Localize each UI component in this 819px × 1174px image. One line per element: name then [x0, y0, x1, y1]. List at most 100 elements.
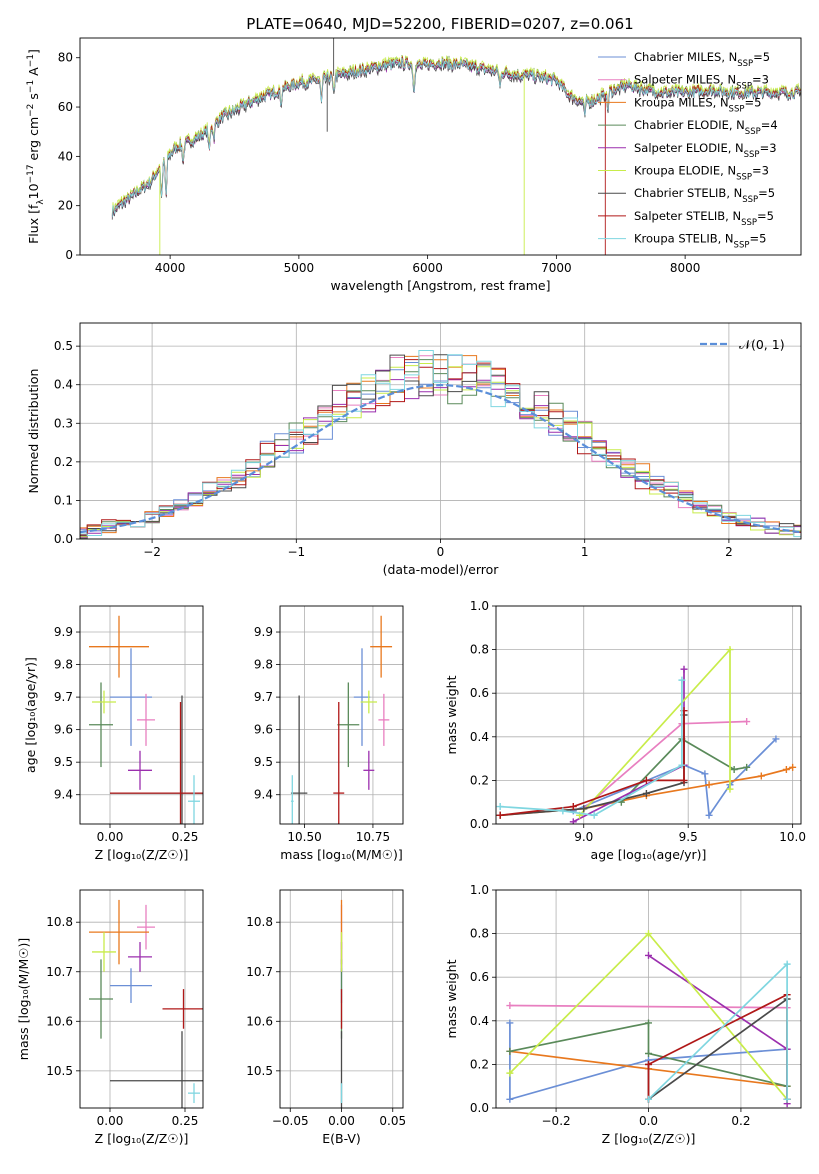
- legend-text: =5: [757, 209, 774, 223]
- weight_vs_Z-line-kroupa_stelib: [647, 962, 788, 1100]
- ylabel-part: A: [26, 67, 41, 80]
- weight_vs_Z-ytick-label: 0.0: [470, 1101, 489, 1115]
- weight_vs_Z-panel: −0.2 0.0 0.2 0.0 0.2 0.4 0.6 0.8 1.0 Z [log₁₀(Z/Z…: [444, 883, 802, 1146]
- spectrum-xtick-label: 5000: [284, 261, 315, 275]
- legend-text: Chabrier MILES, N: [634, 50, 737, 64]
- age_vs_Z-ytick-label: 9.8: [54, 658, 73, 672]
- weight_vs_age-point-kroupa_stelib: [559, 807, 567, 815]
- residuals-ytick-label: 0.4: [54, 378, 73, 392]
- mass_vs_Z-frame: [79, 889, 204, 1109]
- mass_vs_ebv-ytick-label: 10.7: [246, 965, 273, 979]
- weight_vs_Z-point-chabrier_elodie: [645, 1019, 652, 1027]
- residuals-xtick-label: 1: [581, 545, 589, 559]
- legend-entry-kroupa_elodie: Kroupa ELODIE, NSSP=3: [634, 164, 769, 183]
- legend-entry-kroupa_stelib: Kroupa STELIB, NSSP=5: [634, 232, 766, 251]
- mass_vs_Z-ytick-label: 10.5: [46, 1064, 73, 1078]
- mass_vs_Z-xtick-label: 0.25: [172, 1114, 199, 1128]
- mass_vs_ebv-xtick-label: 0.05: [379, 1114, 406, 1128]
- mass_vs_Z-xtick-label: 0.00: [97, 1114, 124, 1128]
- weight_vs_age-point-chabrier_elodie: [743, 763, 751, 771]
- spectrum-xlabel: wavelength [Angstrom, rest frame]: [330, 278, 550, 293]
- weight_vs_age-point-salpeter_stelib: [496, 811, 504, 819]
- legend-entry-chabrier_elodie: Chabrier ELODIE, NSSP=4: [634, 118, 778, 137]
- weight_vs_Z-ytick-label: 0.6: [470, 970, 489, 984]
- weight_vs_Z-point-salpeter_elodie: [645, 951, 652, 959]
- weight_vs_age-point-chabrier_stelib: [642, 789, 650, 797]
- mass_vs_ebv-panel: −0.05 0.00 0.05 10.5 10.6 10.7 10.8 E(B-V): [246, 889, 406, 1146]
- legend-text: Chabrier STELIB, N: [634, 186, 742, 200]
- mass_vs_Z-ytick-label: 10.7: [46, 965, 73, 979]
- weight_vs_age-ytick-label: 1.0: [470, 599, 489, 613]
- legend-entry-salpeter_elodie: Salpeter ELODIE, NSSP=3: [634, 141, 777, 160]
- age_vs_Z-panel: 0.00 0.25 9.4 9.5 9.6 9.7 9.8 9.9 Z [log₁₀(Z/Z☉)…: [23, 605, 204, 862]
- weight_vs_Z-point-chabrier_elodie: [645, 1050, 652, 1057]
- legend-text: Kroupa MILES, N: [634, 95, 729, 109]
- spectrum-xtick-label: 8000: [670, 261, 701, 275]
- weight_vs_Z-ylabel: mass weight: [444, 959, 459, 1038]
- spectrum-line-chabrier_stelib: [111, 60, 801, 220]
- weight_vs_age-point-chabrier_miles: [705, 811, 713, 819]
- spectrum-line-kroupa_elodie: [111, 55, 801, 214]
- legend-entry-kroupa_miles: Kroupa MILES, NSSP=5: [634, 95, 761, 114]
- mass_vs_ebv-ytick-label: 10.8: [246, 915, 273, 929]
- legend-text: Kroupa ELODIE, N: [634, 164, 736, 178]
- weight_vs_age-point-kroupa_elodie: [726, 646, 734, 654]
- spectrum-xtick-label: 6000: [412, 261, 443, 275]
- weight_vs_Z-point-chabrier_miles: [506, 1095, 514, 1103]
- weight_vs_Z-point-chabrier_elodie: [506, 1047, 514, 1055]
- weight_vs_Z-point-salpeter_miles: [506, 1002, 514, 1010]
- weight_vs_age-frame: [495, 605, 802, 825]
- weight_vs_Z-point-chabrier_miles: [506, 1019, 514, 1027]
- weight_vs_age-ytick-label: 0.0: [470, 817, 489, 831]
- legend-subscript: SSP: [729, 104, 745, 114]
- weight_vs_Z-point-kroupa_stelib: [645, 1095, 652, 1103]
- ylabel-part: erg cm: [26, 117, 41, 165]
- mass_vs_Z-panel: 0.00 0.25 10.5 10.6 10.7 10.8 Z [log₁₀(Z/Z☉)] m…: [16, 889, 204, 1146]
- legend-text: Salpeter MILES, N: [634, 73, 736, 87]
- residuals-ytick-label: 0.1: [54, 493, 73, 507]
- weight_vs_Z-ytick-label: 0.8: [470, 927, 489, 941]
- residuals-xtick-label: 0: [437, 545, 445, 559]
- spectrum-line-kroupa_stelib: [111, 57, 801, 218]
- weight_vs_age-point-salpeter_stelib: [642, 776, 650, 784]
- legend-subscript: SSP: [744, 150, 760, 160]
- age_vs_mass-plot-area: [290, 615, 393, 824]
- weight_vs_age-point-chabrier_elodie: [730, 766, 738, 773]
- residuals-frame: [79, 322, 802, 540]
- weight_vs_age-point-chabrier_stelib: [580, 805, 588, 813]
- spectrum-ytick-label: 80: [58, 51, 73, 65]
- mass_vs_Z-ytick-label: 10.8: [46, 915, 73, 929]
- age_vs_mass-panel: 10.50 10.75 9.4 9.5 9.6 9.7 9.8 9.9 mass [log₁₀(…: [254, 605, 404, 862]
- weight_vs_Z-point-kroupa_stelib: [783, 1095, 791, 1103]
- weight_vs_age-ylabel: mass weight: [444, 675, 459, 754]
- mass_vs_Z-ytick-label: 10.6: [46, 1014, 73, 1028]
- ylabel-part: −1: [26, 54, 36, 67]
- legend-subscript: SSP: [736, 173, 752, 183]
- legend-text: =3: [752, 73, 769, 87]
- ylabel-part: ]: [26, 49, 41, 54]
- weight_vs_Z-ytick-label: 1.0: [470, 883, 489, 897]
- legend-entry-chabrier_miles: Chabrier MILES, NSSP=5: [634, 50, 770, 69]
- age_vs_Z-xtick-label: 0.00: [97, 830, 124, 844]
- mass_vs_Z-plot-area: [89, 899, 203, 1108]
- weight_vs_Z-plot-area: [506, 930, 791, 1108]
- ylabel-part: Flux [f: [26, 204, 41, 244]
- age_vs_Z-ytick-label: 9.6: [54, 723, 73, 737]
- weight_vs_age-point-salpeter_stelib: [569, 803, 577, 811]
- weight_vs_age-line-chabrier_elodie: [620, 737, 747, 803]
- legend-text: =4: [761, 118, 778, 132]
- legend-entry-salpeter_stelib: Salpeter STELIB, NSSP=5: [634, 209, 774, 228]
- legend-subscript: SSP: [734, 241, 750, 251]
- age_vs_mass-ytick-label: 9.4: [254, 788, 273, 802]
- residuals-plot-area: [80, 350, 801, 539]
- weight_vs_age-point-chabrier_miles: [701, 770, 709, 778]
- age_vs_Z-plot-area: [89, 615, 203, 824]
- ylabel-part: −17: [26, 164, 36, 183]
- age_vs_mass-xtick-label: 10.75: [356, 830, 390, 844]
- ylabel-part: λ: [36, 199, 46, 205]
- weight_vs_age-ytick-label: 0.6: [470, 686, 489, 700]
- age_vs_mass-xtick-label: 10.50: [287, 830, 321, 844]
- spectrum-ytick-label: 40: [58, 149, 73, 163]
- legend-text: =5: [758, 186, 775, 200]
